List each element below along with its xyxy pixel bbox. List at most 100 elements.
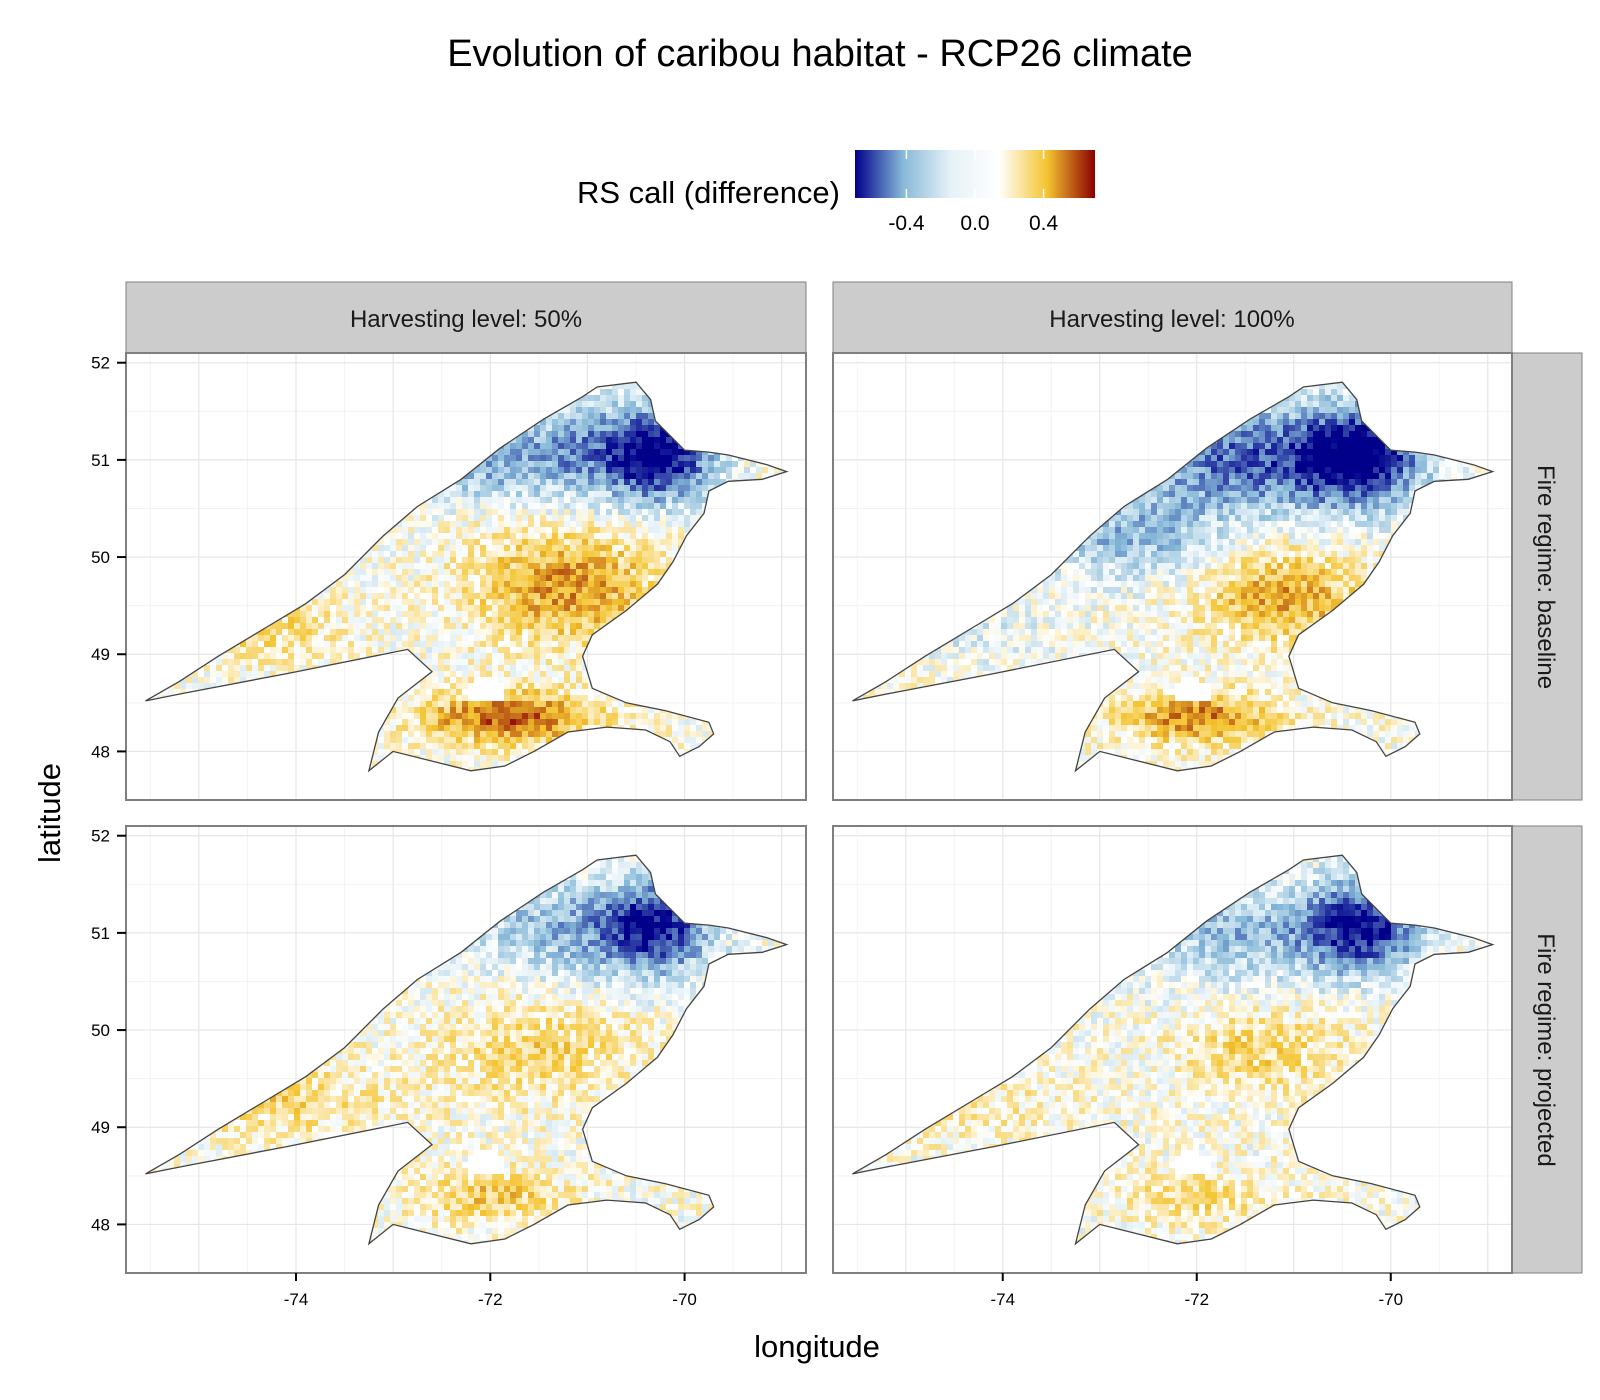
heatmap-cell	[558, 569, 564, 575]
heatmap-cell	[504, 449, 510, 455]
heatmap-cell	[552, 539, 558, 545]
heatmap-cell	[606, 569, 612, 575]
heatmap-cell	[570, 557, 576, 563]
heatmap-cell	[558, 539, 564, 545]
heatmap-cell	[468, 593, 474, 599]
heatmap-cell	[630, 395, 636, 401]
heatmap-cell	[570, 431, 576, 437]
heatmap-cell	[630, 491, 636, 497]
heatmap-cell	[666, 515, 672, 521]
heatmap-cell	[366, 605, 372, 611]
heatmap-cell	[654, 503, 660, 509]
heatmap-cell	[702, 491, 708, 497]
heatmap-cell	[606, 575, 612, 581]
heatmap-cell	[468, 551, 474, 557]
heatmap-cell	[642, 401, 648, 407]
heatmap-cell	[630, 521, 636, 527]
heatmap-cell	[402, 587, 408, 593]
heatmap-cell	[582, 473, 588, 479]
heatmap-cell	[558, 413, 564, 419]
heatmap-cell	[612, 551, 618, 557]
heatmap-cell	[606, 557, 612, 563]
heatmap-cell	[564, 539, 570, 545]
heatmap-cell	[552, 443, 558, 449]
heatmap-cell	[564, 551, 570, 557]
heatmap-cell	[372, 545, 378, 551]
heatmap-cell	[390, 599, 396, 605]
heatmap-cell	[348, 575, 354, 581]
heatmap-cell	[582, 581, 588, 587]
heatmap-cell	[510, 527, 516, 533]
heatmap-cell	[498, 527, 504, 533]
heatmap-cell	[528, 461, 534, 467]
heatmap-cell	[582, 515, 588, 521]
heatmap-cell	[564, 599, 570, 605]
heatmap-cell	[648, 437, 654, 443]
heatmap-cell	[540, 491, 546, 497]
heatmap-cell	[672, 539, 678, 545]
heatmap-cell	[636, 467, 642, 473]
heatmap-cell	[540, 569, 546, 575]
heatmap-cell	[480, 605, 486, 611]
heatmap-cell	[438, 551, 444, 557]
heatmap-cell	[594, 473, 600, 479]
heatmap-cell	[576, 521, 582, 527]
heatmap-cell	[462, 545, 468, 551]
heatmap-cell	[384, 533, 390, 539]
heatmap-cell	[312, 611, 318, 617]
heatmap-cell	[552, 485, 558, 491]
heatmap-cell	[420, 545, 426, 551]
heatmap-cell	[618, 491, 624, 497]
heatmap-cell	[618, 461, 624, 467]
heatmap-cell	[504, 527, 510, 533]
heatmap-cell	[660, 431, 666, 437]
heatmap-cell	[498, 461, 504, 467]
heatmap-cell	[630, 383, 636, 389]
heatmap-cell	[456, 509, 462, 515]
heatmap-cell	[384, 569, 390, 575]
heatmap-cell	[558, 587, 564, 593]
heatmap-cell	[582, 443, 588, 449]
heatmap-cell	[642, 581, 648, 587]
heatmap-cell	[750, 473, 756, 479]
heatmap-cell	[624, 509, 630, 515]
heatmap-cell	[696, 509, 702, 515]
heatmap-cell	[636, 425, 642, 431]
heatmap-cell	[630, 413, 636, 419]
heatmap-cell	[636, 587, 642, 593]
heatmap-cell	[498, 539, 504, 545]
heatmap-cell	[414, 551, 420, 557]
heatmap-cell	[378, 539, 384, 545]
heatmap-cell	[570, 407, 576, 413]
heatmap-cell	[486, 461, 492, 467]
heatmap-cell	[660, 437, 666, 443]
heatmap-cell	[402, 575, 408, 581]
heatmap-cell	[654, 539, 660, 545]
heatmap-cell	[672, 533, 678, 539]
heatmap-cell	[318, 611, 324, 617]
heatmap-cell	[360, 593, 366, 599]
heatmap-cell	[534, 557, 540, 563]
heatmap-cell	[534, 455, 540, 461]
heatmap-cell	[672, 449, 678, 455]
heatmap-cell	[594, 581, 600, 587]
heatmap-cell	[492, 557, 498, 563]
heatmap-cell	[600, 599, 606, 605]
heatmap-cell	[648, 419, 654, 425]
heatmap-cell	[570, 425, 576, 431]
heatmap-cell	[504, 443, 510, 449]
heatmap-cell	[696, 473, 702, 479]
heatmap-cell	[636, 419, 642, 425]
heatmap-cell	[636, 407, 642, 413]
heatmap-cell	[654, 551, 660, 557]
heatmap-cell	[396, 551, 402, 557]
facet-panel-1	[125, 352, 807, 801]
heatmap-cell	[588, 449, 594, 455]
heatmap-cell	[660, 485, 666, 491]
heatmap-cell	[618, 389, 624, 395]
heatmap-cell	[660, 443, 666, 449]
heatmap-cell	[636, 527, 642, 533]
heatmap-cell	[546, 491, 552, 497]
heatmap-cell	[510, 479, 516, 485]
heatmap-cell	[420, 575, 426, 581]
